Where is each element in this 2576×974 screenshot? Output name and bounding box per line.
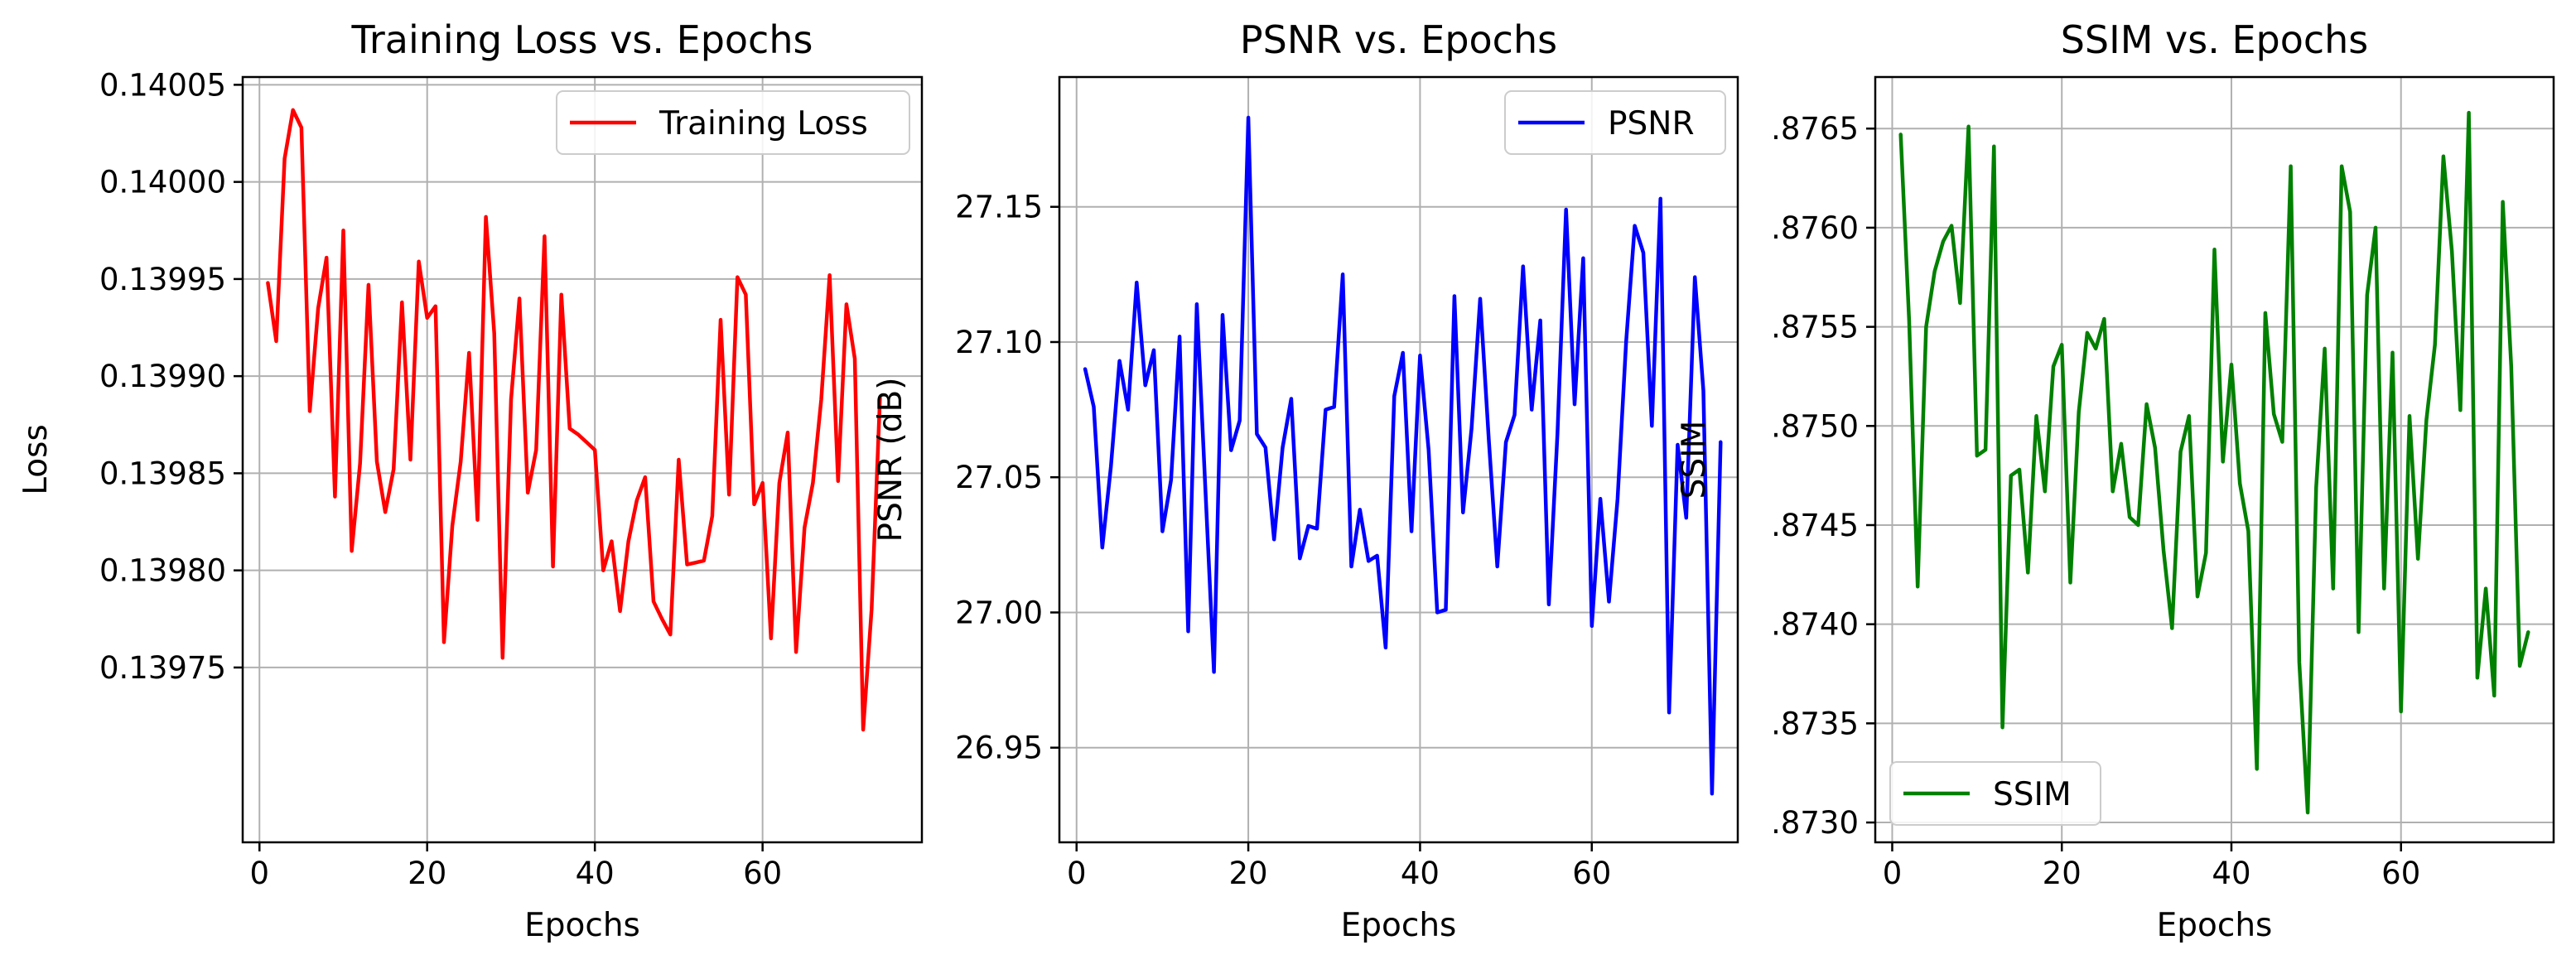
chart-panel-2: 0 20 40 60 26.95 27.00 27.05 27.10 27.15 PSNR vs.…	[872, 17, 1739, 944]
legend-box	[556, 90, 910, 155]
legend-box	[1504, 90, 1726, 155]
y-tick-label: 0.14000	[99, 165, 226, 200]
y-tick-label: 27.05	[955, 460, 1043, 495]
x-axis-label: Epochs	[2157, 907, 2273, 944]
chart-panel-1: 0 20 40 60 0.13975 0.13980 0.13985 0.13990 0.139…	[17, 17, 924, 944]
y-tick-label: .8730	[1771, 805, 1859, 841]
y-tick-label: .8735	[1771, 706, 1859, 741]
legend: PSNR	[1504, 90, 1726, 155]
x-tick-label: 0	[1883, 856, 1903, 891]
y-tick-label: 27.00	[955, 595, 1043, 630]
x-tick-label: 20	[2043, 856, 2082, 891]
y-tick-label: 0.14005	[99, 67, 226, 103]
x-tick-label: 60	[2381, 856, 2420, 891]
y-axis-label: PSNR (dB)	[872, 378, 909, 542]
y-tick-label: 0.13975	[99, 650, 226, 686]
x-tick-label: 20	[1229, 856, 1268, 891]
y-axis-label: SSIM	[1676, 421, 1713, 499]
x-axis-label: Epochs	[524, 907, 640, 944]
chart-title: PSNR vs. Epochs	[1240, 17, 1557, 62]
x-tick-label: 40	[2212, 856, 2250, 891]
y-tick-label: .8755	[1771, 310, 1859, 345]
y-tick-label: .8760	[1771, 210, 1859, 246]
y-tick-label: 0.13990	[99, 359, 226, 394]
y-tick-label: 0.13980	[99, 553, 226, 589]
series-line-psnr	[1083, 115, 1723, 796]
x-tick-label: 40	[576, 856, 615, 891]
y-tick-label: .8745	[1771, 508, 1859, 543]
plot-frame	[1874, 75, 2555, 844]
y-tick-label: 0.13985	[99, 456, 226, 491]
x-tick-label: 0	[249, 856, 269, 891]
x-tick-label: 40	[1401, 856, 1440, 891]
y-tick-label: 0.13995	[99, 262, 226, 297]
x-axis-label: Epochs	[1341, 907, 1457, 944]
x-tick-label: 20	[408, 856, 446, 891]
plot-frame	[1058, 75, 1739, 844]
legend: SSIM	[1889, 761, 2101, 826]
legend: Training Loss	[556, 90, 910, 155]
legend-label: Training Loss	[658, 105, 868, 142]
y-tick-label: 27.10	[955, 325, 1043, 360]
chart-panel-3: 0 20 40 60 .8730 .8735 .8740 .8745 .8750 .8755 .87…	[1676, 17, 2555, 944]
x-tick-label: 60	[1572, 856, 1611, 891]
y-tick-label: .8750	[1771, 408, 1859, 444]
chart-title: SSIM vs. Epochs	[2061, 17, 2369, 62]
x-tick-label: 0	[1067, 856, 1087, 891]
y-tick-label: 26.95	[955, 730, 1043, 766]
legend-box	[1889, 761, 2101, 826]
x-tick-label: 60	[743, 856, 782, 891]
y-tick-label: .8740	[1771, 607, 1859, 643]
chart-title: Training Loss vs. Epochs	[351, 17, 813, 62]
series-line-training-loss	[266, 108, 882, 732]
legend-label: SSIM	[1993, 776, 2072, 813]
y-tick-label: 27.15	[955, 190, 1043, 225]
series-line-ssim	[1898, 110, 2530, 815]
y-tick-label: .8765	[1771, 111, 1859, 147]
plot-frame	[241, 75, 924, 844]
legend-label: PSNR	[1608, 105, 1695, 142]
y-axis-label: Loss	[17, 424, 55, 495]
